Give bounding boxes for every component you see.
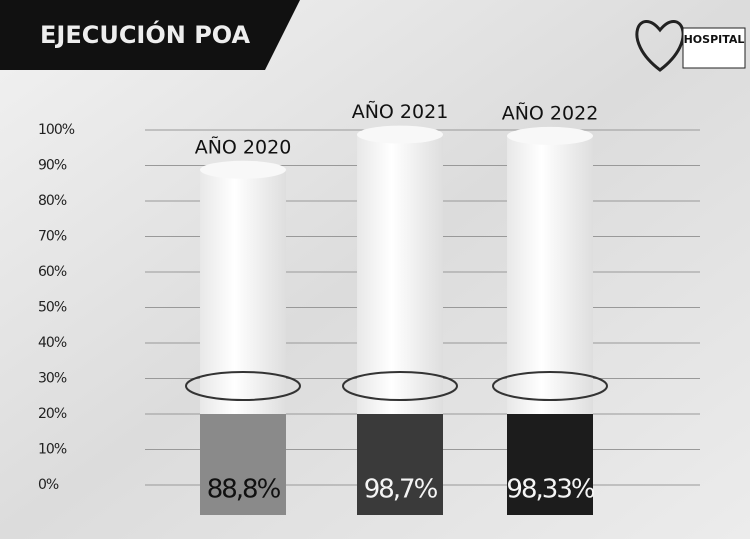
y-tick-label: 100%: [38, 122, 75, 138]
data-label: 98,7%: [364, 475, 438, 505]
x-tick-label: AÑO 2020: [195, 135, 292, 158]
x-tick-label: AÑO 2022: [502, 101, 599, 124]
chart-title: EJECUCIÓN POA: [40, 19, 251, 49]
y-tick-label: 70%: [38, 229, 67, 245]
y-tick-label: 40%: [38, 335, 67, 351]
y-tick-label: 10%: [38, 442, 67, 458]
y-tick-label: 0%: [38, 477, 59, 493]
y-tick-label: 50%: [38, 300, 67, 316]
bar-cap: [507, 127, 593, 145]
y-tick-label: 30%: [38, 371, 67, 387]
y-tick-label: 80%: [38, 193, 67, 209]
x-tick-label: AÑO 2021: [352, 100, 449, 123]
bar-cap: [200, 161, 286, 179]
y-tick-label: 20%: [38, 406, 67, 422]
chart: EJECUCIÓN POA HOSPITAL 0% 10% 20% 30% 40% 50%…: [0, 0, 750, 539]
y-tick-label: 90%: [38, 158, 67, 174]
y-tick-label: 60%: [38, 264, 67, 280]
logo-text: HOSPITAL: [684, 33, 745, 46]
data-label: 98,33%: [506, 475, 594, 505]
data-label: 88,8%: [207, 475, 281, 505]
bar-cap: [357, 126, 443, 144]
